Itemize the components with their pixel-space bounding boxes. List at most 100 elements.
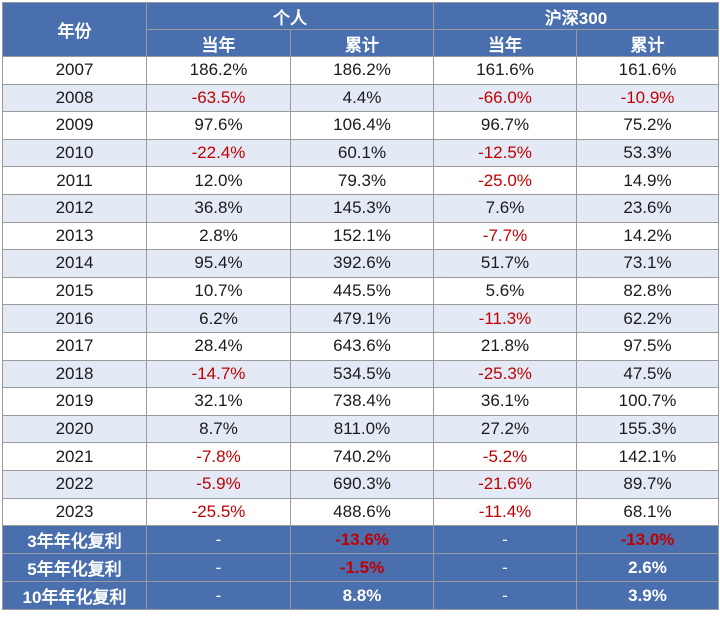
index-annual-cell: -21.6% xyxy=(433,469,577,499)
year-cell: 2014 xyxy=(2,249,147,278)
personal-cumulative-cell: 740.2% xyxy=(290,442,434,471)
year-cell: 2018 xyxy=(2,359,147,389)
personal-cumulative-cell: 445.5% xyxy=(290,276,434,306)
table-body: 2007 186.2% 186.2% 161.6% 161.6% 2008 -63.5% 4.… xyxy=(2,56,719,611)
personal-annual-cell: -25.5% xyxy=(146,497,291,527)
table-row: 2013 2.8% 152.1% -7.7% 14.2% xyxy=(2,221,719,251)
summary-personal-cumulative-cell: 8.8% xyxy=(290,581,434,611)
index-cumulative-cell: 68.1% xyxy=(576,497,719,527)
index-annual-cell: -5.2% xyxy=(433,442,577,471)
summary-index-annual-cell: - xyxy=(433,525,577,555)
personal-annual-cell: 95.4% xyxy=(146,249,291,278)
summary-label-cell: 5年年化复利 xyxy=(2,553,147,583)
summary-personal-cumulative-cell: -13.6% xyxy=(290,525,434,555)
index-annual-cell: 96.7% xyxy=(433,111,577,140)
personal-cumulative-cell: 690.3% xyxy=(290,469,434,499)
personal-annual-cell: 186.2% xyxy=(146,56,291,85)
index-annual-cell: 161.6% xyxy=(433,56,577,85)
year-cell: 2017 xyxy=(2,331,147,361)
personal-annual-cell: 36.8% xyxy=(146,193,291,223)
summary-label-cell: 10年年化复利 xyxy=(2,581,147,611)
personal-cumulative-cell: 392.6% xyxy=(290,249,434,278)
personal-annual-cell: 32.1% xyxy=(146,387,291,416)
personal-cumulative-cell: 534.5% xyxy=(290,359,434,389)
personal-annual-cell: 10.7% xyxy=(146,276,291,306)
year-cell: 2020 xyxy=(2,414,147,444)
year-cell: 2016 xyxy=(2,304,147,333)
index-annual-cell: -66.0% xyxy=(433,83,577,113)
personal-annual-cell: -63.5% xyxy=(146,83,291,113)
year-cell: 2015 xyxy=(2,276,147,306)
header-row-subcolumns: 当年 累计 当年 累计 xyxy=(2,29,719,57)
year-cell: 2021 xyxy=(2,442,147,471)
table-row: 2008 -63.5% 4.4% -66.0% -10.9% xyxy=(2,83,719,113)
index-cumulative-cell: 142.1% xyxy=(576,442,719,471)
index-group-header: 沪深300 xyxy=(433,2,719,30)
index-cumulative-cell: 97.5% xyxy=(576,331,719,361)
personal-cumulative-header: 累计 xyxy=(290,29,434,57)
index-cumulative-cell: 62.2% xyxy=(576,304,719,333)
year-cell: 2023 xyxy=(2,497,147,527)
personal-annual-cell: 97.6% xyxy=(146,111,291,140)
table-row: 2019 32.1% 738.4% 36.1% 100.7% xyxy=(2,387,719,416)
summary-personal-annual-cell: - xyxy=(146,553,291,583)
index-cumulative-cell: 14.9% xyxy=(576,166,719,195)
index-cumulative-cell: 47.5% xyxy=(576,359,719,389)
index-cumulative-cell: 89.7% xyxy=(576,469,719,499)
personal-annual-cell: -22.4% xyxy=(146,138,291,168)
year-cell: 2011 xyxy=(2,166,147,195)
table-row: 2010 -22.4% 60.1% -12.5% 53.3% xyxy=(2,138,719,168)
personal-group-header: 个人 xyxy=(146,2,434,30)
personal-annual-cell: 12.0% xyxy=(146,166,291,195)
table-row: 2014 95.4% 392.6% 51.7% 73.1% xyxy=(2,249,719,278)
year-cell: 2009 xyxy=(2,111,147,140)
table-row: 2018 -14.7% 534.5% -25.3% 47.5% xyxy=(2,359,719,389)
summary-personal-annual-cell: - xyxy=(146,525,291,555)
summary-index-cumulative-cell: 2.6% xyxy=(576,553,719,583)
index-annual-cell: -25.3% xyxy=(433,359,577,389)
index-cumulative-cell: 14.2% xyxy=(576,221,719,251)
index-annual-cell: -11.4% xyxy=(433,497,577,527)
table-row: 2017 28.4% 643.6% 21.8% 97.5% xyxy=(2,331,719,361)
index-cumulative-cell: 53.3% xyxy=(576,138,719,168)
personal-annual-cell: 28.4% xyxy=(146,331,291,361)
table-row: 2009 97.6% 106.4% 96.7% 75.2% xyxy=(2,111,719,140)
summary-index-annual-cell: - xyxy=(433,581,577,611)
year-cell: 2010 xyxy=(2,138,147,168)
summary-row: 5年年化复利 - -1.5% -2.6% xyxy=(2,553,719,583)
table-row: 2022 -5.9% 690.3% -21.6% 89.7% xyxy=(2,469,719,499)
year-cell: 2013 xyxy=(2,221,147,251)
year-cell: 2019 xyxy=(2,387,147,416)
summary-index-cumulative-cell: 3.9% xyxy=(576,581,719,611)
table-row: 2012 36.8% 145.3% 7.6% 23.6% xyxy=(2,193,719,223)
index-annual-cell: 27.2% xyxy=(433,414,577,444)
index-annual-cell: -7.7% xyxy=(433,221,577,251)
index-cumulative-cell: 23.6% xyxy=(576,193,719,223)
index-annual-cell: 5.6% xyxy=(433,276,577,306)
index-cumulative-cell: 82.8% xyxy=(576,276,719,306)
personal-cumulative-cell: 145.3% xyxy=(290,193,434,223)
personal-cumulative-cell: 488.6% xyxy=(290,497,434,527)
index-annual-cell: 7.6% xyxy=(433,193,577,223)
summary-row: 10年年化复利 -8.8% -3.9% xyxy=(2,581,719,611)
personal-cumulative-cell: 152.1% xyxy=(290,221,434,251)
personal-cumulative-cell: 4.4% xyxy=(290,83,434,113)
index-cumulative-cell: 161.6% xyxy=(576,56,719,85)
index-annual-cell: 51.7% xyxy=(433,249,577,278)
index-cumulative-cell: -10.9% xyxy=(576,83,719,113)
personal-annual-header: 当年 xyxy=(146,29,291,57)
personal-cumulative-cell: 643.6% xyxy=(290,331,434,361)
header-row-groups: 年份 个人 沪深300 xyxy=(2,2,719,57)
table-row: 2021 -7.8% 740.2% -5.2% 142.1% xyxy=(2,442,719,471)
year-column-header: 年份 xyxy=(2,2,147,57)
index-cumulative-cell: 100.7% xyxy=(576,387,719,416)
personal-cumulative-cell: 811.0% xyxy=(290,414,434,444)
index-cumulative-cell: 75.2% xyxy=(576,111,719,140)
personal-annual-cell: -7.8% xyxy=(146,442,291,471)
index-annual-cell: -25.0% xyxy=(433,166,577,195)
personal-annual-cell: 6.2% xyxy=(146,304,291,333)
year-cell: 2008 xyxy=(2,83,147,113)
year-cell: 2007 xyxy=(2,56,147,85)
personal-cumulative-cell: 60.1% xyxy=(290,138,434,168)
